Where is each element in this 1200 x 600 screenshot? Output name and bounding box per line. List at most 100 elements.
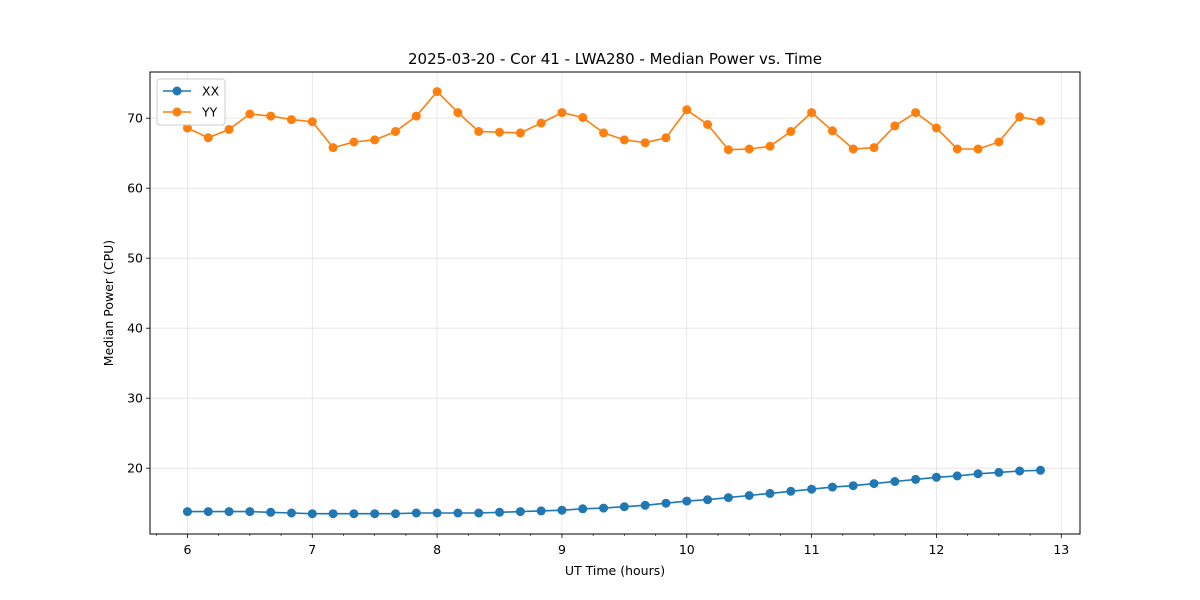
chart-title: 2025-03-20 - Cor 41 - LWA280 - Median Po… — [408, 50, 822, 68]
data-point — [827, 126, 837, 136]
data-point — [973, 469, 983, 479]
data-point — [536, 506, 546, 516]
x-tick-label: 13 — [1053, 542, 1069, 557]
x-axis-label: UT Time (hours) — [565, 563, 665, 578]
data-point — [495, 127, 505, 137]
y-tick-label: 40 — [127, 321, 143, 336]
data-point — [807, 484, 817, 494]
x-tick-label: 9 — [558, 542, 566, 557]
data-point — [994, 137, 1004, 147]
data-point — [328, 143, 338, 153]
data-point — [848, 144, 858, 154]
data-point — [1015, 466, 1025, 476]
data-point — [1035, 465, 1045, 475]
data-point — [411, 508, 421, 518]
legend-label: YY — [201, 105, 218, 120]
x-tick-label: 8 — [433, 542, 441, 557]
data-point — [744, 491, 754, 500]
data-point — [474, 508, 484, 518]
x-tick-label: 12 — [928, 542, 944, 557]
data-point — [786, 127, 796, 136]
data-point — [224, 507, 234, 517]
plot-frame — [149, 71, 1081, 535]
series-xx — [182, 465, 1045, 519]
data-point — [182, 507, 192, 517]
legend-marker — [172, 86, 182, 96]
data-point — [557, 505, 567, 515]
data-point — [661, 498, 671, 508]
data-point — [370, 509, 380, 519]
data-point — [557, 108, 567, 118]
y-tick-label: 60 — [127, 181, 143, 196]
x-tick-label: 10 — [679, 542, 695, 557]
data-point — [869, 479, 879, 489]
data-point — [911, 474, 921, 484]
data-point — [973, 144, 983, 154]
y-tick-label: 20 — [127, 461, 143, 476]
data-point — [307, 117, 317, 127]
data-point — [203, 507, 213, 517]
data-point — [286, 115, 296, 125]
data-point — [495, 507, 505, 517]
data-point — [307, 509, 317, 519]
data-point — [994, 467, 1004, 477]
data-point — [765, 488, 775, 498]
data-point — [599, 128, 609, 138]
data-point — [536, 118, 546, 128]
data-point — [599, 503, 609, 513]
x-tick-label: 7 — [308, 542, 316, 557]
data-point — [723, 145, 733, 155]
data-point — [890, 477, 900, 486]
data-point — [453, 508, 463, 518]
data-point — [349, 137, 359, 147]
x-tick-label: 11 — [804, 542, 820, 557]
data-point — [890, 121, 900, 131]
data-point — [224, 124, 234, 134]
data-point — [703, 495, 713, 505]
data-point — [952, 144, 962, 154]
data-point — [619, 135, 629, 145]
data-point — [328, 509, 338, 519]
data-point — [640, 138, 650, 148]
data-point — [182, 123, 192, 133]
data-point — [640, 500, 650, 510]
data-point — [723, 493, 733, 503]
data-point — [786, 486, 796, 496]
legend-marker — [172, 107, 182, 117]
data-point — [682, 105, 692, 115]
ticks: 6 7 8 9 10 11 12 13 20 30 40 50 60 70 — [127, 111, 1069, 557]
data-point — [807, 108, 817, 118]
data-point — [848, 481, 858, 491]
data-point — [869, 143, 879, 153]
data-point — [931, 472, 941, 482]
data-point — [619, 502, 629, 512]
legend: XX YY — [156, 78, 226, 126]
data-point — [682, 496, 692, 506]
data-point — [245, 109, 255, 119]
data-point — [578, 113, 588, 122]
data-point — [515, 128, 525, 138]
y-tick-label: 50 — [127, 251, 143, 266]
data-point — [286, 508, 296, 518]
data-point — [370, 135, 380, 145]
data-point — [266, 111, 276, 121]
data-point — [578, 504, 588, 514]
data-point — [349, 509, 359, 519]
data-point — [432, 508, 442, 518]
grid — [150, 72, 1080, 534]
y-tick-label: 30 — [127, 391, 143, 406]
y-tick-label: 70 — [127, 111, 143, 126]
data-point — [765, 141, 775, 151]
data-point — [245, 507, 255, 517]
data-point — [1035, 116, 1045, 126]
data-point — [931, 123, 941, 133]
data-point — [453, 108, 463, 118]
data-point — [474, 127, 484, 136]
data-point — [432, 87, 442, 97]
data-point — [203, 133, 213, 143]
legend-label: XX — [202, 84, 220, 99]
y-axis-label: Median Power (CPU) — [101, 240, 116, 366]
data-point — [744, 144, 754, 154]
